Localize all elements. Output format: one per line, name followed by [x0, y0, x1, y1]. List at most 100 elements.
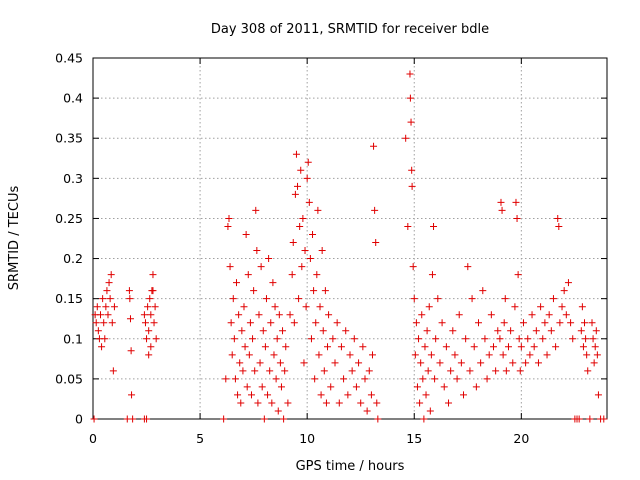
- data-point: [468, 295, 476, 303]
- data-point: [507, 327, 515, 335]
- data-point: [350, 335, 358, 343]
- data-point: [319, 327, 327, 335]
- x-tick-label: 10: [299, 431, 315, 446]
- data-point: [143, 415, 151, 423]
- data-point: [578, 303, 586, 311]
- data-point: [295, 295, 303, 303]
- data-point: [246, 319, 254, 327]
- data-point: [583, 351, 591, 359]
- data-point: [140, 311, 148, 319]
- axis-ticks: [92, 57, 607, 420]
- data-point: [260, 415, 268, 423]
- data-point: [558, 303, 566, 311]
- data-point: [239, 367, 247, 375]
- data-point: [426, 407, 434, 415]
- data-point: [230, 335, 238, 343]
- data-point: [234, 391, 242, 399]
- data-point: [584, 367, 592, 375]
- data-point: [373, 399, 381, 407]
- data-point: [579, 343, 587, 351]
- data-point: [304, 158, 312, 166]
- data-point: [143, 335, 151, 343]
- data-point: [297, 166, 305, 174]
- data-point: [271, 303, 279, 311]
- data-point: [547, 327, 555, 335]
- data-point: [590, 359, 598, 367]
- data-point: [512, 198, 520, 206]
- data-point: [466, 367, 474, 375]
- data-point: [363, 407, 371, 415]
- data-point: [492, 367, 500, 375]
- data-point: [141, 319, 149, 327]
- data-point: [582, 335, 590, 343]
- data-point: [554, 214, 562, 222]
- data-point: [258, 383, 266, 391]
- data-point: [408, 182, 416, 190]
- data-point: [300, 359, 308, 367]
- data-point: [225, 214, 233, 222]
- data-point: [238, 327, 246, 335]
- data-point: [340, 375, 348, 383]
- data-point: [475, 319, 482, 327]
- data-point: [325, 311, 333, 319]
- data-point: [367, 391, 375, 399]
- data-point: [291, 190, 299, 198]
- data-point: [370, 142, 378, 150]
- data-point: [245, 351, 253, 359]
- data-point: [125, 287, 133, 295]
- data-point: [567, 319, 575, 327]
- data-point: [276, 359, 284, 367]
- data-point: [430, 222, 438, 230]
- data-point: [220, 415, 228, 423]
- data-point: [528, 311, 536, 319]
- data-point: [357, 399, 365, 407]
- data-point: [556, 319, 564, 327]
- data-point: [502, 367, 510, 375]
- data-point: [254, 399, 262, 407]
- data-point: [222, 375, 230, 383]
- y-tick-labels: 0 0.05 0.1 0.15 0.2 0.25 0.3 0.35 0.4 0.45: [55, 51, 83, 427]
- chart-title: Day 308 of 2011, SRMTID for receiver bdl…: [211, 22, 489, 37]
- data-point: [487, 311, 495, 319]
- data-point: [241, 343, 249, 351]
- data-point: [317, 391, 325, 399]
- data-point: [105, 279, 113, 287]
- data-point: [264, 391, 272, 399]
- data-point: [494, 327, 502, 335]
- data-point: [421, 343, 429, 351]
- data-point: [252, 206, 260, 214]
- x-tick-label: 20: [513, 431, 529, 446]
- data-point: [333, 319, 341, 327]
- data-point: [516, 367, 524, 375]
- y-tick-label: 0.25: [55, 211, 83, 226]
- data-point: [310, 287, 318, 295]
- data-point: [106, 295, 114, 303]
- data-point: [227, 319, 235, 327]
- data-point: [309, 230, 317, 238]
- data-point: [145, 327, 153, 335]
- data-point: [320, 367, 328, 375]
- data-point: [410, 295, 418, 303]
- data-point: [569, 335, 577, 343]
- data-point: [423, 327, 431, 335]
- data-point: [472, 383, 480, 391]
- data-point: [537, 303, 545, 311]
- data-point: [549, 295, 557, 303]
- data-point: [255, 311, 263, 319]
- data-point: [552, 343, 560, 351]
- data-point: [530, 343, 538, 351]
- data-point: [274, 407, 282, 415]
- data-point: [361, 375, 369, 383]
- x-axis-label: GPS time / hours: [296, 459, 405, 474]
- data-point: [359, 343, 367, 351]
- data-point: [296, 222, 304, 230]
- data-point: [415, 335, 423, 343]
- data-point: [504, 343, 512, 351]
- data-point: [470, 343, 478, 351]
- data-point: [591, 343, 599, 351]
- data-point: [539, 335, 547, 343]
- data-point: [407, 118, 415, 126]
- data-point: [600, 415, 608, 423]
- data-point: [247, 391, 255, 399]
